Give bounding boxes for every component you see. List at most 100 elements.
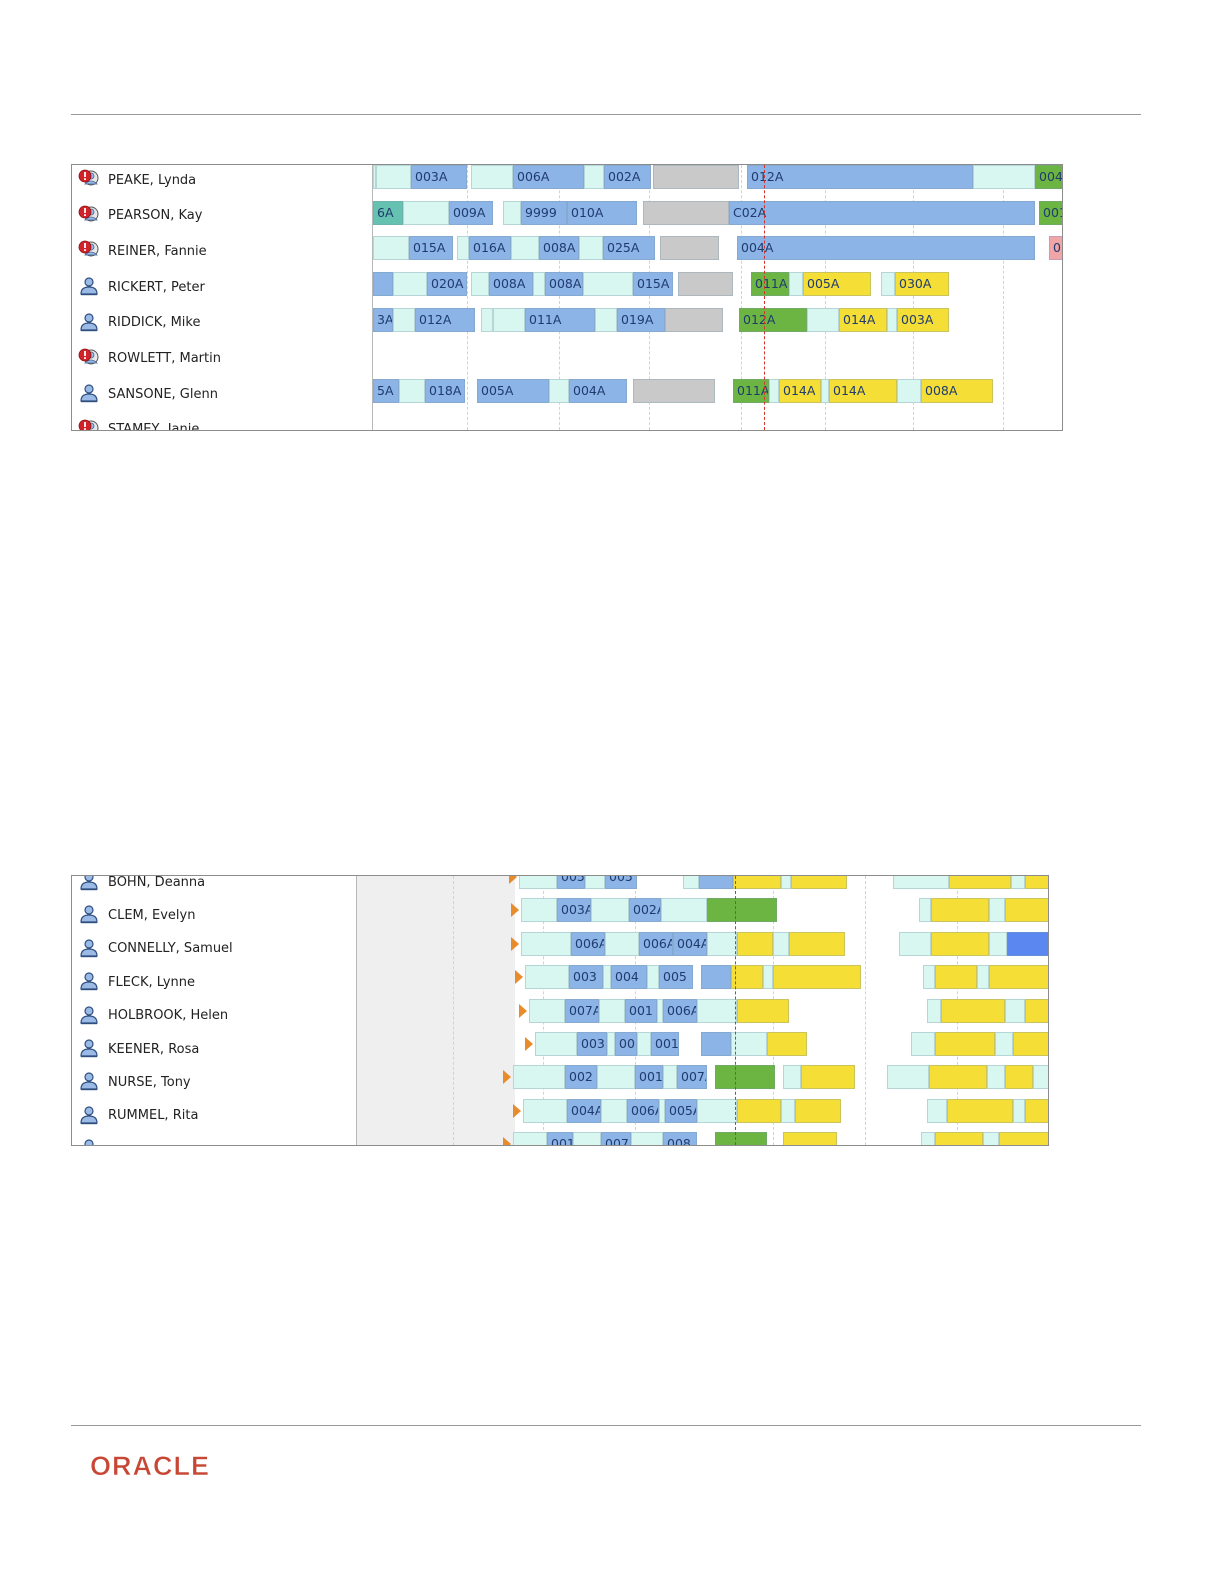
travel-segment[interactable] [549, 379, 569, 404]
activity-bar[interactable]: 001 [547, 1132, 573, 1145]
resource-row[interactable]: PEARSON, Kay [72, 201, 372, 231]
travel-segment[interactable] [947, 1098, 1013, 1123]
travel-segment[interactable] [521, 931, 571, 956]
travel-segment[interactable] [791, 876, 847, 889]
travel-segment[interactable] [935, 1032, 995, 1056]
travel-segment[interactable] [773, 931, 789, 956]
travel-segment[interactable] [525, 965, 569, 990]
travel-segment[interactable] [781, 876, 791, 889]
travel-segment[interactable] [481, 307, 493, 332]
travel-segment[interactable] [783, 1132, 837, 1145]
activity-bar[interactable]: 007 [601, 1132, 631, 1145]
travel-segment[interactable] [973, 165, 1035, 189]
travel-segment[interactable] [1033, 1065, 1048, 1090]
travel-segment[interactable] [897, 379, 921, 404]
activity-bar[interactable]: 9999 [521, 200, 567, 225]
travel-segment[interactable] [535, 1032, 577, 1056]
travel-segment[interactable] [701, 965, 731, 990]
resource-row[interactable]: CLEM, Evelyn [72, 900, 356, 930]
travel-segment[interactable] [927, 1098, 947, 1123]
activity-bar[interactable]: 005 [605, 876, 637, 889]
travel-segment[interactable] [1013, 1032, 1048, 1056]
activity-bar[interactable]: 5A [373, 379, 399, 404]
resource-row[interactable]: HOLBROOK, Helen [72, 1001, 356, 1031]
activity-bar[interactable]: 005A [665, 1098, 697, 1123]
travel-segment[interactable] [919, 898, 931, 923]
travel-segment[interactable] [987, 1065, 1005, 1090]
travel-segment[interactable] [715, 1065, 775, 1090]
travel-segment[interactable] [929, 1065, 987, 1090]
activity-bar[interactable]: 005A [803, 272, 871, 297]
activity-bar[interactable]: 001 [1039, 200, 1062, 225]
activity-bar[interactable]: 006A [639, 931, 673, 956]
activity-bar[interactable]: 008 [663, 1132, 697, 1145]
activity-bar[interactable]: 002A [629, 898, 661, 923]
activity-bar[interactable]: 6A [373, 200, 403, 225]
activity-bar[interactable]: 025A [603, 236, 655, 261]
resource-row[interactable]: ROWLETT, Martin [72, 344, 372, 374]
travel-segment[interactable] [989, 931, 1007, 956]
activity-bar[interactable]: 007A [565, 998, 599, 1023]
activity-bar[interactable]: 003 [577, 1032, 607, 1056]
travel-segment[interactable] [789, 931, 845, 956]
gantt-timeline[interactable]: 003A006A002A012A004A6A009A9999010AC02A00… [373, 165, 1062, 430]
activity-bar[interactable]: C02A [729, 200, 1035, 225]
activity-bar[interactable]: 012A [739, 307, 807, 332]
travel-segment[interactable] [663, 1065, 677, 1090]
travel-segment[interactable] [1005, 1065, 1033, 1090]
travel-segment[interactable] [697, 998, 737, 1023]
travel-segment[interactable] [373, 236, 409, 261]
resource-row[interactable]: CONNELLY, Samuel [72, 934, 356, 964]
resource-row[interactable]: REINER, Fannie [72, 236, 372, 266]
travel-segment[interactable] [631, 1132, 663, 1145]
travel-segment[interactable] [999, 1132, 1048, 1145]
activity-bar[interactable]: 008A [545, 272, 583, 297]
activity-bar[interactable]: 3A [373, 307, 393, 332]
travel-segment[interactable] [597, 1065, 635, 1090]
travel-segment[interactable] [977, 965, 989, 990]
activity-bar[interactable]: 012A [415, 307, 475, 332]
resource-row[interactable]: RUMMEL, Rita [72, 1101, 356, 1131]
travel-segment[interactable] [513, 1132, 547, 1145]
activity-bar[interactable]: 015A [409, 236, 453, 261]
travel-segment[interactable] [931, 931, 989, 956]
activity-bar[interactable]: 008A [489, 272, 533, 297]
travel-segment[interactable] [737, 1098, 781, 1123]
travel-segment[interactable] [599, 998, 625, 1023]
activity-bar[interactable]: 011A [525, 307, 595, 332]
travel-segment[interactable] [678, 272, 733, 297]
activity-bar[interactable]: 002 [565, 1065, 597, 1090]
travel-segment[interactable] [899, 931, 931, 956]
activity-bar[interactable]: 011A [751, 272, 789, 297]
travel-segment[interactable] [887, 1065, 929, 1090]
travel-segment[interactable] [1025, 876, 1048, 889]
activity-bar[interactable]: 018A [425, 379, 465, 404]
activity-bar[interactable]: 014A [829, 379, 897, 404]
travel-segment[interactable] [503, 200, 521, 225]
activity-bar[interactable]: 004A [673, 931, 707, 956]
travel-segment[interactable] [821, 379, 829, 404]
activity-bar[interactable]: 001 [651, 1032, 679, 1056]
travel-segment[interactable] [529, 998, 565, 1023]
activity-bar[interactable]: 009A [449, 200, 493, 225]
activity-bar[interactable]: 011A [733, 379, 769, 404]
activity-bar[interactable]: 015A [633, 272, 673, 297]
travel-segment[interactable] [769, 379, 779, 404]
activity-bar[interactable]: 002A [604, 165, 651, 189]
travel-segment[interactable] [989, 965, 1048, 990]
resource-row[interactable]: STAMEY, Janie [72, 415, 372, 430]
travel-segment[interactable] [633, 379, 715, 404]
activity-bar[interactable]: 010A [567, 200, 637, 225]
travel-segment[interactable] [393, 307, 415, 332]
travel-segment[interactable] [989, 898, 1005, 923]
activity-bar[interactable]: 003A [897, 307, 949, 332]
travel-segment[interactable] [1005, 998, 1025, 1023]
travel-segment[interactable] [603, 965, 611, 990]
travel-segment[interactable] [773, 965, 861, 990]
travel-segment[interactable] [927, 998, 941, 1023]
resource-row[interactable]: NURSE, Tony [72, 1067, 356, 1097]
travel-segment[interactable] [493, 307, 525, 332]
travel-segment[interactable] [584, 165, 604, 189]
travel-segment[interactable] [699, 876, 733, 889]
activity-bar[interactable]: 004A [567, 1098, 601, 1123]
